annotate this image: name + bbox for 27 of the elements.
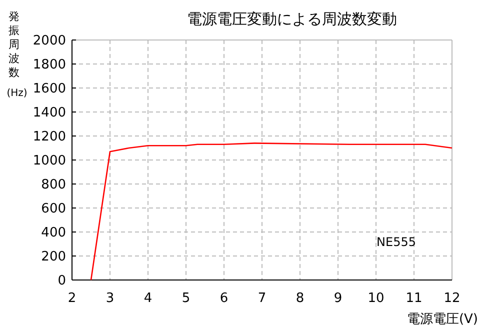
x-tick-label: 12 [444, 291, 460, 306]
y-tick-label: 800 [41, 178, 66, 192]
x-tick-label: 11 [406, 291, 422, 306]
x-axis-title: 電源電圧(V) [406, 312, 478, 327]
x-tick-label: 4 [144, 291, 152, 306]
y-tick-label: 2000 [32, 34, 66, 48]
x-tick-label: 3 [106, 291, 114, 306]
y-tick-label: 1400 [32, 106, 66, 120]
x-tick-label: 2 [68, 291, 76, 306]
line-series [90, 142, 453, 281]
y-tick-label: 200 [41, 250, 66, 264]
y-tick-label: 1600 [32, 82, 66, 96]
x-tick-label: 9 [334, 291, 342, 306]
y-tick-label: 600 [41, 202, 66, 216]
x-tick-label: 8 [296, 291, 304, 306]
x-tick-label: 6 [220, 291, 228, 306]
y-tick-label: 1800 [32, 58, 66, 72]
y-axis-title: 発振周波数(Hz) [6, 10, 28, 99]
x-tick-label: 10 [368, 291, 384, 306]
x-tick-label: 5 [182, 291, 190, 306]
chart-title: 電源電圧変動による周波数変動 [187, 10, 397, 28]
x-tick-label: 7 [258, 291, 266, 306]
y-tick-label: 1000 [32, 154, 66, 168]
y-tick-label: 0 [58, 274, 66, 288]
y-tick-label: 1200 [32, 130, 66, 144]
y-tick-label: 400 [41, 226, 66, 240]
annotation: NE555 [376, 235, 416, 249]
